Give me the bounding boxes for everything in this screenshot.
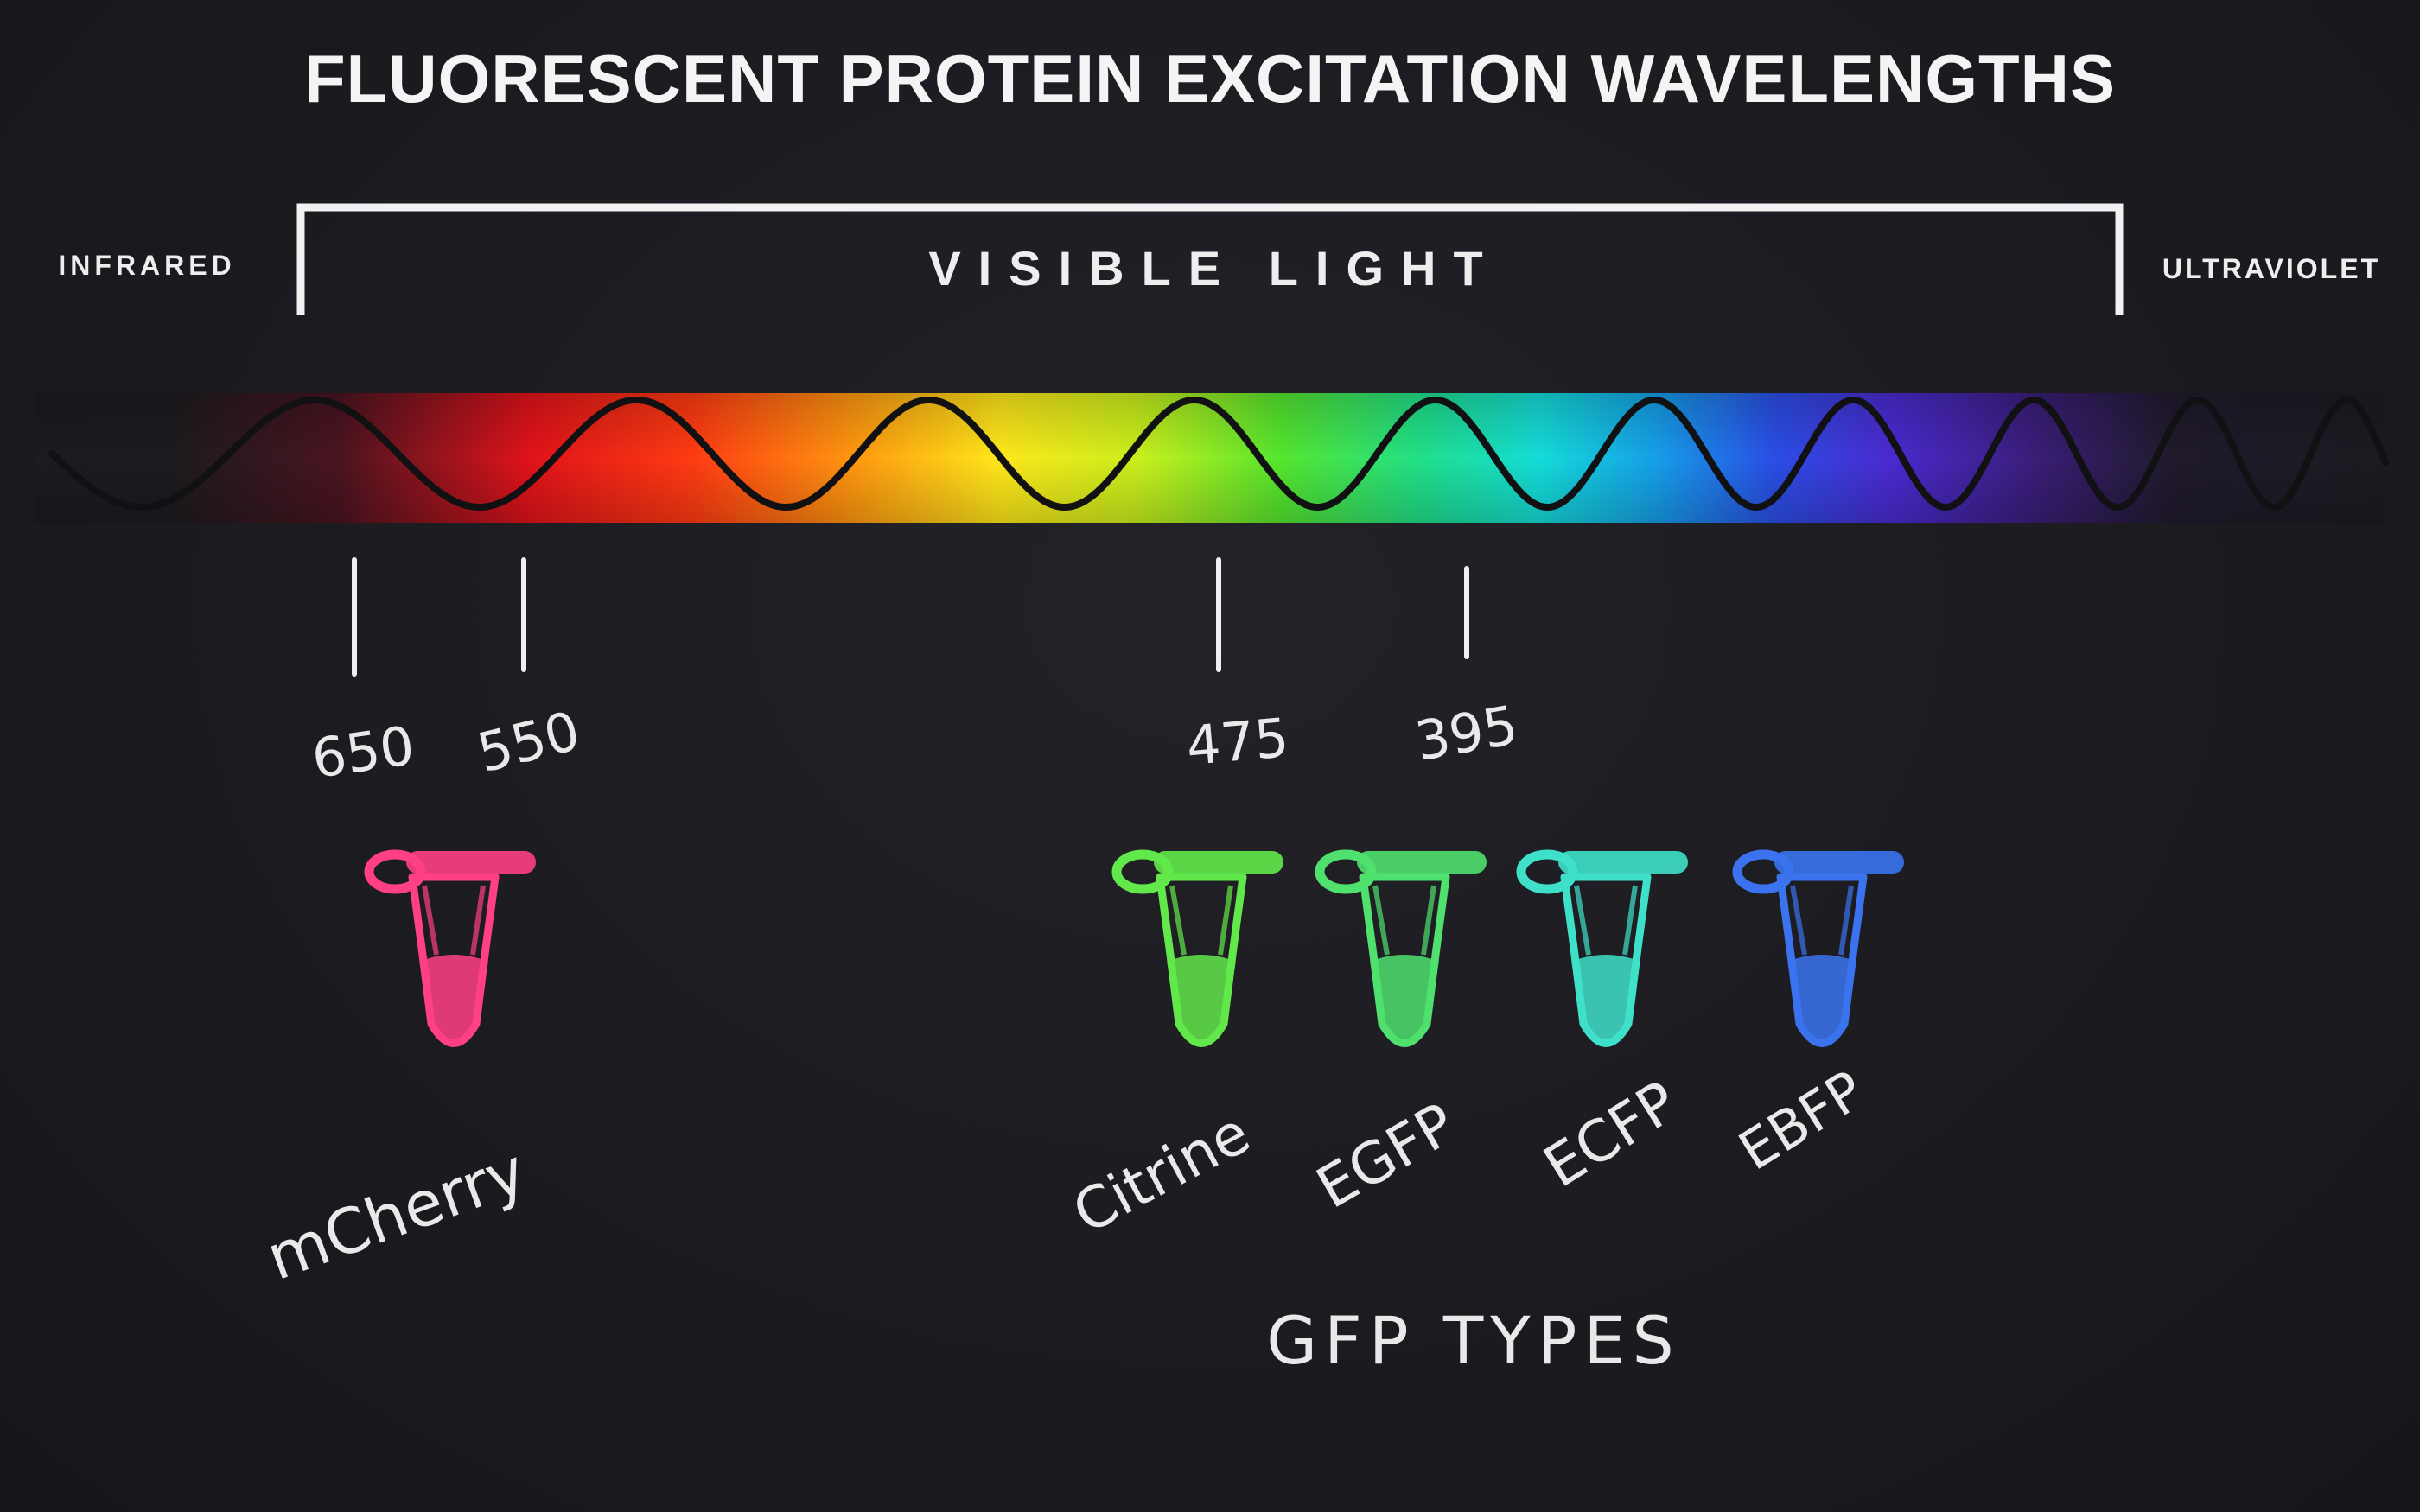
wavelength-label-475: 475 [1184,706,1291,778]
protein-label-ebfp: EBFP [1728,1058,1875,1183]
page-title: FLUORESCENT PROTEIN EXCITATION WAVELENGT… [304,41,2116,117]
protein-label-egfp: EGFP [1306,1090,1467,1222]
wavelength-label-550: 550 [471,699,585,785]
tube-egfp [1315,849,1487,1047]
spectrum-band [35,393,2389,523]
infrared-label: INFRARED [58,250,235,281]
gfp-types-label: GFP TYPES [1266,1302,1681,1379]
ultraviolet-label: ULTRAVIOLET [2162,253,2380,284]
tube-ebfp [1732,849,1904,1047]
protein-label-ecpf: ECFP [1532,1068,1689,1200]
visible-light-label: VISIBLE LIGHT [928,241,1500,295]
tube-citrine [1111,849,1283,1047]
tube-ecpf [1516,849,1688,1047]
wavelength-label-395: 395 [1411,693,1522,772]
wavelength-ticks [352,557,1469,677]
visible-light-bracket [296,203,2124,315]
tube-mcherry [364,849,536,1047]
protein-label-mcherry: mCherry [258,1134,535,1294]
wavelength-label-650: 650 [308,714,417,791]
tube-group [364,849,1904,1047]
protein-label-citrine: Citrine [1062,1100,1260,1247]
wavelength-wave [48,396,2389,511]
